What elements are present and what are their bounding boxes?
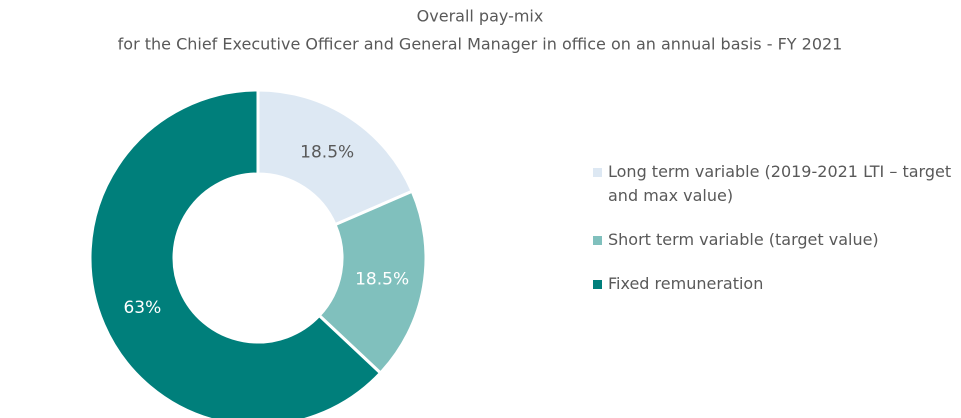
data-label: 18.5% (355, 270, 409, 290)
legend-label: Fixed remuneration (608, 274, 764, 293)
legend-swatch (593, 168, 602, 177)
legend-swatch (593, 280, 602, 289)
donut-slice (317, 189, 428, 376)
legend-swatch (593, 236, 602, 245)
legend-item: Short term variable (target value) (593, 228, 953, 252)
legend-label: Short term variable (target value) (608, 230, 879, 249)
legend-item: Fixed remuneration (593, 272, 953, 296)
legend-label: Long term variable (2019-2021 LTI – targ… (608, 162, 952, 205)
chart-subtitle: for the Chief Executive Officer and Gene… (118, 35, 843, 54)
data-label: 63% (123, 298, 161, 318)
chart-title: Overall pay-mix (417, 7, 544, 26)
legend: Long term variable (2019-2021 LTI – targ… (593, 160, 953, 316)
donut-slice (256, 88, 415, 227)
data-label: 18.5% (300, 143, 354, 163)
legend-item: Long term variable (2019-2021 LTI – targ… (593, 160, 953, 208)
